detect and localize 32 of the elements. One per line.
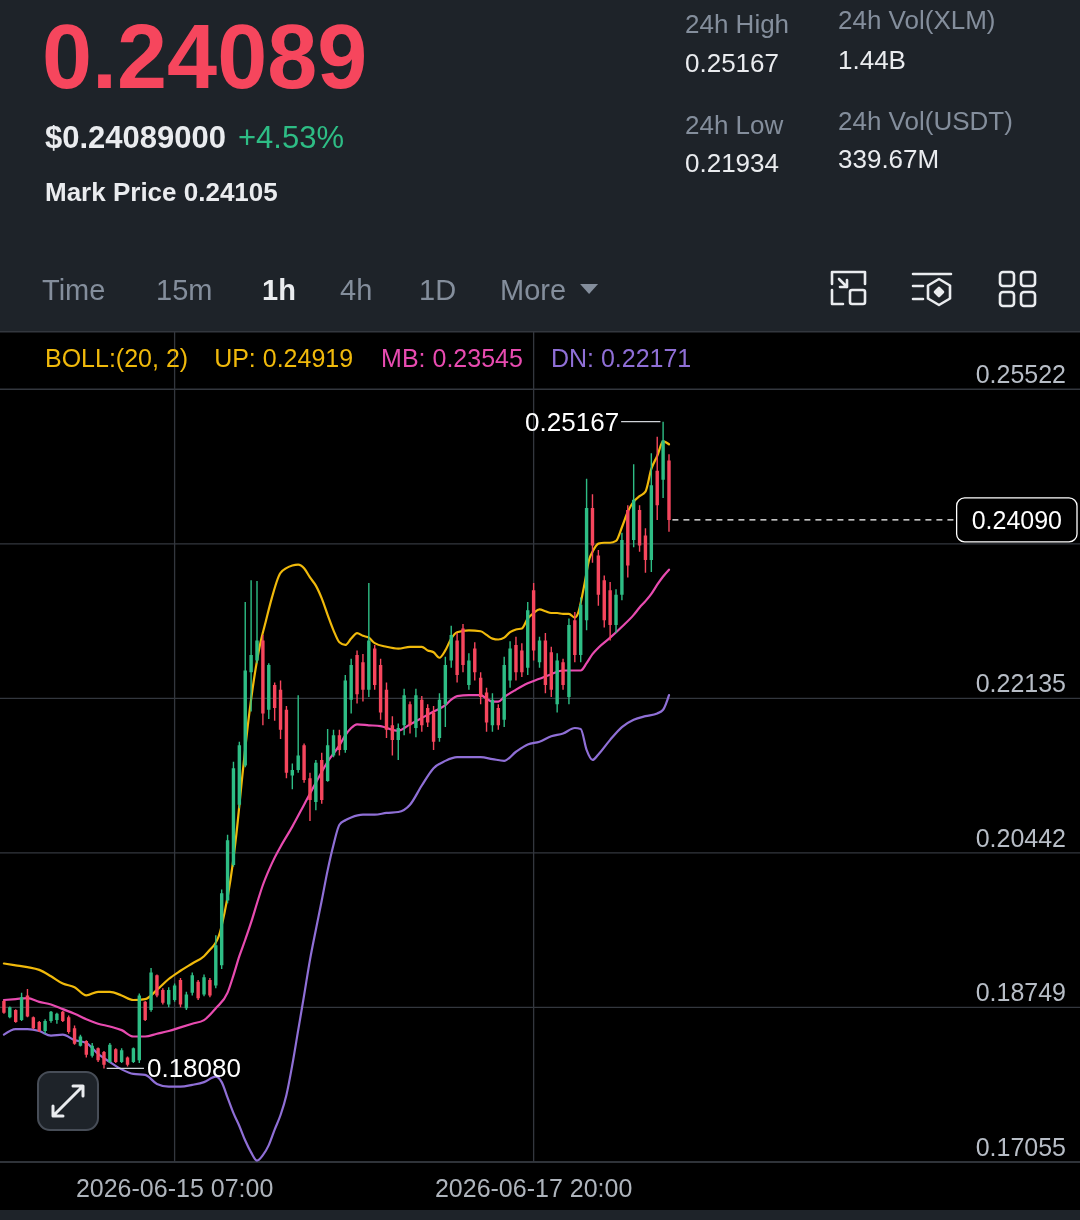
legend-title: BOLL:(20, 2): [45, 344, 189, 372]
y-tick-label: 0.17055: [975, 1133, 1066, 1161]
y-tick-label: 0.22135: [975, 669, 1066, 698]
text: +4.53%: [238, 119, 345, 155]
y-tick-label: 0.20442: [975, 823, 1066, 852]
text: 24h Vol(XLM): [838, 5, 996, 35]
annotation: 0.18080: [146, 1053, 241, 1084]
text: MB: 0.23545: [381, 344, 523, 372]
text: Time: [42, 274, 106, 306]
text: 1D: [419, 274, 457, 306]
text: DN: 0.22171: [550, 344, 692, 372]
text: 0.21934: [685, 148, 779, 178]
text: $0.24089000: [45, 119, 227, 155]
text: More: [500, 274, 567, 306]
text: 1.44B: [838, 45, 906, 75]
text: 0.24089: [42, 7, 368, 107]
x-tick-label: 2026-06-15 07:00: [75, 1174, 274, 1202]
text: Mark Price 0.24105: [45, 177, 278, 207]
ref-line-label: 0.24090: [971, 505, 1062, 534]
text: 4h: [340, 274, 373, 306]
annotation: 0.25167: [525, 406, 620, 437]
text: UP: 0.24919: [214, 344, 354, 372]
text: 24h Low: [685, 110, 784, 140]
text: 1h: [262, 274, 296, 306]
text: 15m: [156, 274, 213, 306]
y-tick-label: 0.25522: [975, 360, 1066, 389]
text: 0.25167: [685, 48, 779, 78]
x-tick-label: 2026-06-17 20:00: [434, 1174, 633, 1202]
y-tick-label: 0.18749: [975, 978, 1066, 1007]
text: 24h High: [685, 9, 790, 39]
text: 339.67M: [838, 144, 940, 174]
text: 24h Vol(USDT): [838, 106, 1013, 136]
